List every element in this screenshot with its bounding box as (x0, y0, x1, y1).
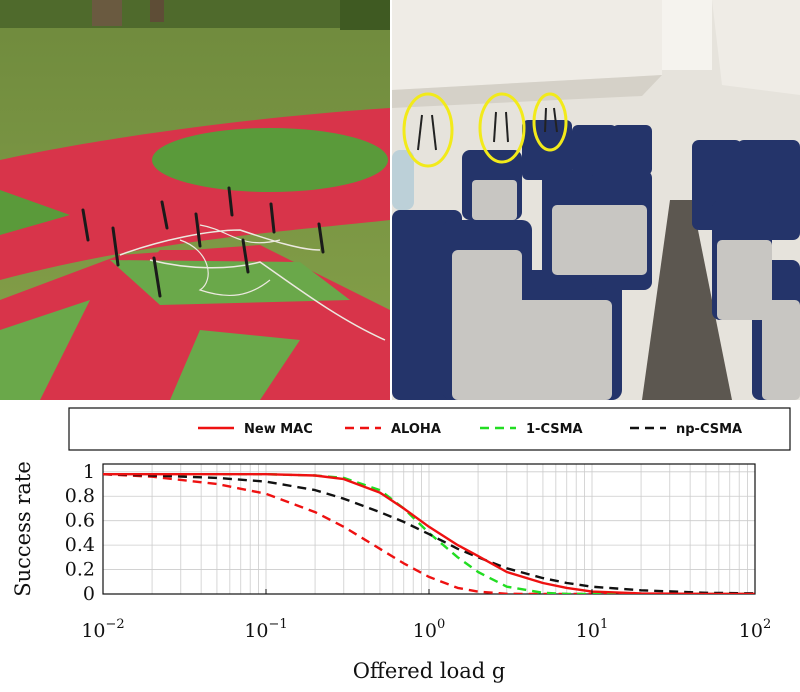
y-tick-label: 1 (83, 461, 95, 483)
legend-label-aloha: ALOHA (391, 422, 441, 437)
series-group (103, 472, 755, 594)
x-axis-label: Offered load g (353, 659, 506, 683)
legend-label-npcsma: np-CSMA (676, 422, 742, 437)
y-tick-label: 0.6 (65, 510, 95, 532)
y-tick-label: 0.8 (65, 485, 95, 507)
series-line-npcsma (103, 473, 755, 594)
y-tick-label: 0.4 (65, 534, 95, 556)
outdoor-antenna-testbed-photo (0, 0, 390, 400)
y-axis-label: Success rate (11, 461, 35, 597)
x-tick-label: 10−2 (81, 617, 124, 642)
legend: New MAC ALOHA 1-CSMA np-CSMA (198, 422, 742, 437)
y-tick-label: 0.2 (65, 559, 95, 581)
grid (102, 464, 755, 595)
tick-labels: 00.2 0.40.6 0.81 10−2 10−1 100 101 102 (65, 461, 771, 642)
success-rate-chart: New MAC ALOHA 1-CSMA np-CSMA 00.20.40.60.81… (11, 407, 791, 683)
cabin-scene-illustration (392, 0, 800, 400)
x-tick-label: 102 (739, 617, 771, 642)
aircraft-cabin-photo (392, 0, 800, 400)
x-tick-label: 101 (576, 617, 608, 642)
y-tick-label: 0 (83, 583, 95, 605)
x-tick-label: 10−1 (244, 617, 287, 642)
legend-label-csma1: 1-CSMA (526, 422, 583, 437)
x-tick-label: 100 (413, 617, 445, 642)
legend-label-new-mac: New MAC (244, 422, 313, 437)
series-line-aloha (103, 473, 755, 594)
series-line-new-mac (103, 472, 755, 594)
outdoor-scene-illustration (0, 0, 390, 400)
legend-box (68, 407, 791, 451)
